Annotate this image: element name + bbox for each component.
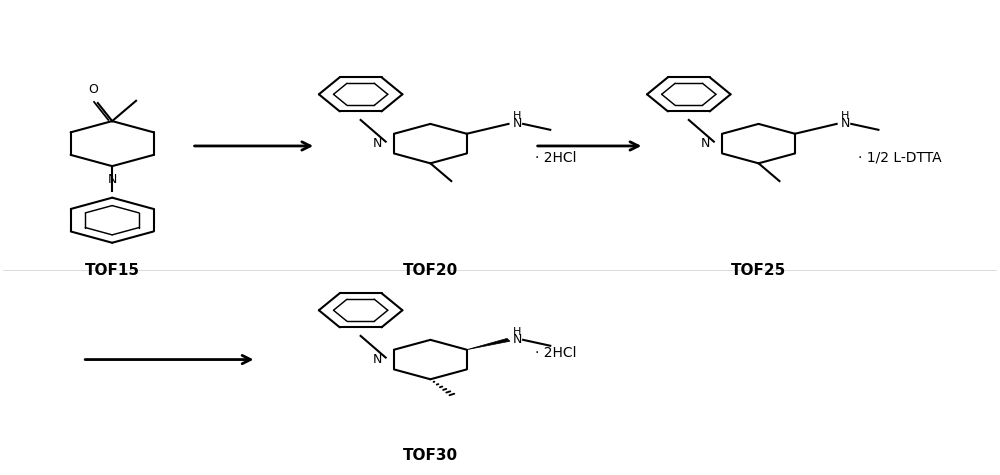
Text: O: O (88, 83, 98, 96)
Text: · 2HCl: · 2HCl (535, 345, 576, 360)
Text: H: H (513, 327, 521, 337)
Text: H: H (841, 111, 849, 121)
Text: N: N (701, 137, 710, 150)
Text: · 2HCl: · 2HCl (535, 151, 576, 165)
Text: N: N (107, 173, 117, 186)
Text: N: N (513, 333, 522, 346)
Polygon shape (467, 338, 510, 350)
Text: N: N (373, 137, 382, 150)
Text: · 1/2 L-DTTA: · 1/2 L-DTTA (858, 151, 942, 165)
Text: N: N (373, 353, 382, 366)
Text: H: H (513, 111, 521, 121)
Text: TOF20: TOF20 (403, 263, 458, 278)
Text: TOF15: TOF15 (85, 263, 140, 278)
Text: TOF30: TOF30 (403, 448, 458, 463)
Text: TOF25: TOF25 (731, 263, 786, 278)
Text: N: N (513, 117, 522, 131)
Text: N: N (841, 117, 850, 131)
